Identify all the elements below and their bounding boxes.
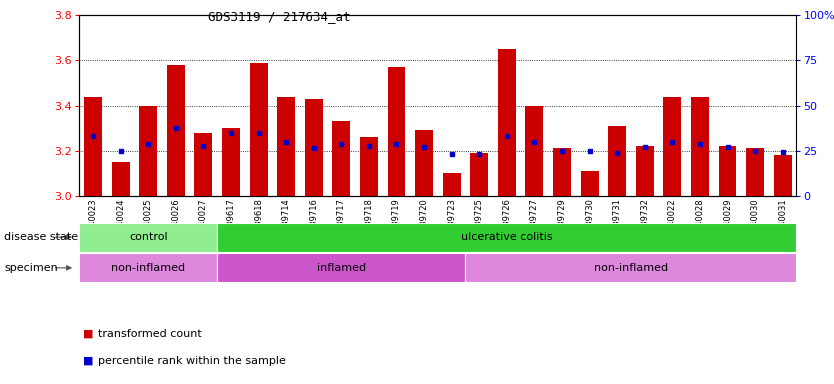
Text: ■: ■ (83, 356, 94, 366)
Text: percentile rank within the sample: percentile rank within the sample (98, 356, 285, 366)
Bar (691, 97, 709, 196)
Bar (277, 97, 295, 196)
Bar (553, 149, 571, 196)
Text: non-inflamed: non-inflamed (111, 263, 185, 273)
Bar (249, 63, 268, 196)
Text: ■: ■ (83, 329, 94, 339)
Bar (774, 155, 791, 196)
Bar (470, 153, 488, 196)
Text: non-inflamed: non-inflamed (594, 263, 668, 273)
Bar (746, 149, 764, 196)
Bar (304, 99, 323, 196)
Bar (217, 223, 796, 252)
Text: control: control (129, 232, 168, 242)
Bar (415, 131, 433, 196)
Bar (194, 133, 213, 196)
Bar (79, 253, 217, 282)
Bar (112, 162, 129, 196)
Bar (332, 121, 350, 196)
Text: transformed count: transformed count (98, 329, 201, 339)
Bar (167, 65, 185, 196)
Bar (217, 253, 465, 282)
Text: ulcerative colitis: ulcerative colitis (461, 232, 553, 242)
Bar (525, 106, 544, 196)
Bar (719, 146, 736, 196)
Text: specimen: specimen (4, 263, 58, 273)
Bar (498, 49, 515, 196)
Bar (580, 171, 599, 196)
Bar (388, 67, 405, 196)
Bar (608, 126, 626, 196)
Bar (465, 253, 796, 282)
Bar (360, 137, 378, 196)
Text: disease state: disease state (4, 232, 78, 242)
Bar (84, 97, 102, 196)
Bar (79, 223, 217, 252)
Bar (636, 146, 654, 196)
Bar (139, 106, 157, 196)
Bar (443, 173, 460, 196)
Text: inflamed: inflamed (317, 263, 366, 273)
Bar (663, 97, 681, 196)
Text: GDS3119 / 217634_at: GDS3119 / 217634_at (208, 10, 351, 23)
Bar (222, 128, 240, 196)
